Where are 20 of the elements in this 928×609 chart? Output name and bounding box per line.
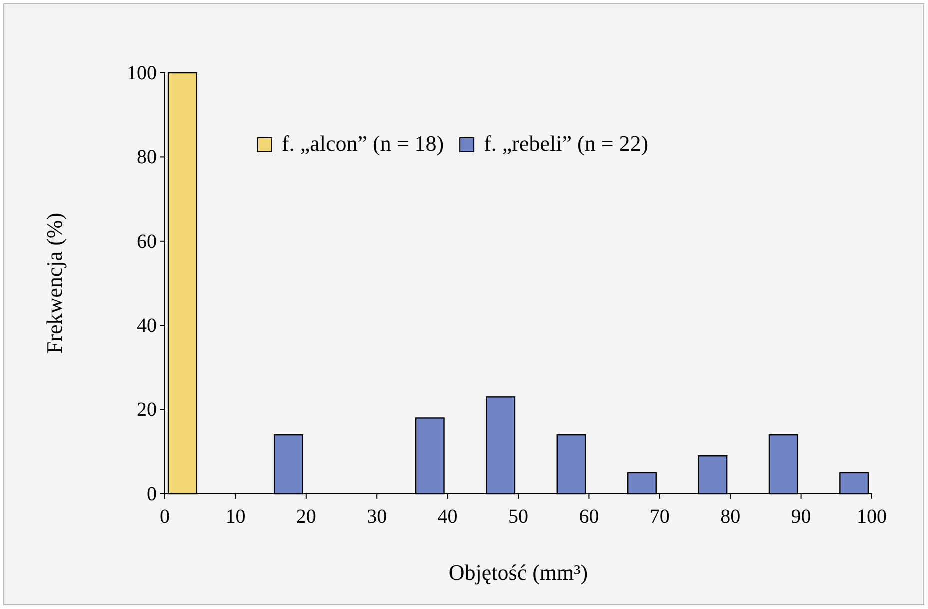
x-tick-label: 10 — [226, 506, 246, 528]
y-tick-label: 60 — [137, 230, 157, 253]
x-tick-label: 90 — [791, 506, 812, 528]
x-tick-label: 100 — [857, 506, 887, 528]
x-tick-label: 20 — [296, 506, 316, 528]
y-tick-label: 80 — [137, 146, 157, 169]
y-tick-label: 20 — [137, 399, 157, 422]
x-tick-label: 40 — [438, 506, 458, 528]
y-tick-label: 100 — [127, 62, 157, 84]
x-tick-label: 60 — [579, 506, 600, 528]
y-tick-label: 0 — [147, 483, 157, 506]
y-axis-title: Frekwencja (%) — [42, 212, 67, 354]
x-tick-label: 70 — [650, 506, 670, 528]
x-tick-label: 50 — [508, 506, 528, 528]
legend-label: f. „alcon” (n = 18) — [282, 131, 444, 156]
x-tick-label: 30 — [367, 506, 388, 528]
x-axis-title: Objętość (mm³) — [448, 560, 588, 585]
y-tick-label: 40 — [137, 315, 157, 337]
legend-label: f. „rebeli” (n = 22) — [484, 131, 649, 156]
x-tick-label: 80 — [720, 506, 741, 528]
